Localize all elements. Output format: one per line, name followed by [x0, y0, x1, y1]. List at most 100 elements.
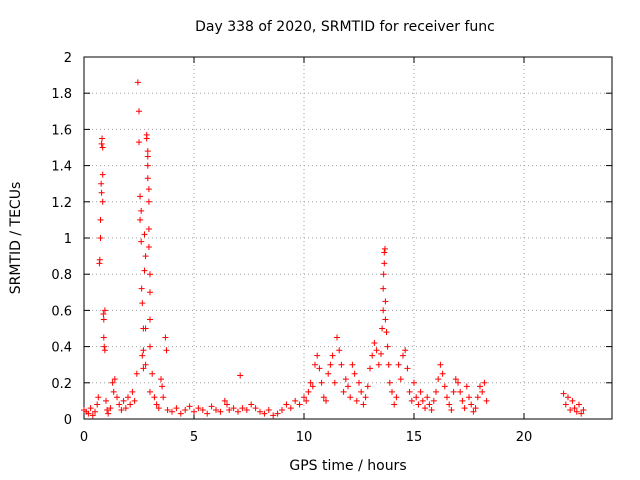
- data-point: [444, 394, 450, 401]
- data-point: [147, 289, 153, 296]
- data-point: [140, 365, 147, 372]
- data-point: [274, 410, 281, 417]
- data-point: [483, 397, 490, 404]
- x-tick-label: 15: [406, 430, 423, 445]
- data-point: [153, 401, 160, 408]
- data-point: [373, 347, 380, 354]
- data-point: [99, 144, 106, 151]
- data-point: [230, 405, 237, 412]
- axis-ticks: 0 5 10 15 20 0 0.2 0.4 0.6 0.8 1 1.2 1.4 1.6 1.8 2: [51, 51, 612, 445]
- y-tick-label: 2: [64, 51, 72, 66]
- data-point: [151, 394, 158, 401]
- data-point: [103, 397, 109, 404]
- data-point: [99, 171, 106, 178]
- data-point: [87, 405, 94, 412]
- data-point: [353, 397, 360, 404]
- data-point: [323, 397, 329, 404]
- data-point: [309, 383, 316, 390]
- data-point: [149, 370, 156, 377]
- data-point: [101, 307, 108, 314]
- data-point: [472, 405, 479, 412]
- data-point: [199, 406, 206, 413]
- data-point: [448, 406, 455, 413]
- data-point: [576, 401, 582, 408]
- data-point: [114, 394, 120, 401]
- y-tick-label: 0.8: [51, 268, 72, 283]
- data-point: [424, 394, 431, 401]
- data-point: [116, 401, 123, 408]
- y-axis-label: SRMTID / TECUs: [8, 182, 24, 295]
- data-point: [144, 153, 151, 160]
- data-point: [101, 343, 108, 350]
- data-point: [371, 339, 378, 346]
- data-point: [217, 408, 224, 415]
- data-point: [248, 401, 255, 408]
- data-point: [316, 365, 323, 372]
- data-point: [474, 394, 481, 401]
- data-point: [383, 329, 390, 336]
- y-tick-label: 1.4: [51, 160, 72, 175]
- data-point: [85, 410, 92, 417]
- data-point: [385, 361, 392, 368]
- data-point: [98, 180, 105, 187]
- x-axis-label: GPS time / hours: [289, 458, 406, 474]
- data-point: [441, 383, 448, 390]
- data-point: [195, 405, 202, 412]
- y-tick-label: 1.2: [51, 196, 72, 211]
- data-point: [239, 405, 246, 412]
- data-point: [435, 376, 442, 383]
- data-point: [141, 231, 148, 238]
- data-point: [173, 405, 180, 412]
- data-point: [137, 193, 144, 200]
- data-point: [159, 383, 166, 390]
- data-point: [257, 408, 263, 415]
- data-point: [358, 388, 365, 395]
- data-point: [382, 298, 389, 305]
- data-point: [426, 401, 433, 408]
- data-point: [342, 376, 349, 383]
- data-point: [578, 410, 585, 417]
- data-point: [139, 300, 146, 307]
- data-point: [433, 388, 439, 395]
- data-point: [235, 408, 241, 415]
- data-point: [97, 216, 104, 223]
- data-point: [455, 379, 461, 386]
- data-point: [142, 325, 149, 332]
- data-point: [191, 408, 197, 415]
- data-point: [162, 334, 169, 341]
- data-point: [439, 370, 446, 377]
- data-point: [395, 361, 402, 368]
- data-point: [129, 388, 136, 395]
- grid: [84, 57, 612, 419]
- data-point: [122, 405, 129, 412]
- data-point: [452, 376, 459, 383]
- data-point: [400, 352, 406, 359]
- data-point: [479, 388, 486, 395]
- data-point: [406, 388, 413, 395]
- data-point: [134, 79, 141, 86]
- y-tick-label: 0.2: [51, 377, 72, 392]
- data-point: [100, 316, 107, 323]
- data-point: [404, 365, 411, 372]
- y-tick-label: 1: [64, 232, 72, 247]
- data-point: [213, 406, 219, 413]
- data-point: [393, 394, 400, 401]
- y-tick-label: 0.6: [51, 304, 72, 319]
- data-point: [143, 135, 150, 142]
- chart-title: Day 338 of 2020, SRMTID for receiver fun…: [195, 19, 495, 35]
- data-point: [345, 383, 351, 390]
- y-tick-label: 0.4: [51, 341, 72, 356]
- data-point: [296, 401, 303, 408]
- data-point: [160, 394, 167, 401]
- data-point: [99, 198, 106, 205]
- data-point: [261, 410, 268, 417]
- data-point: [270, 412, 277, 419]
- data-point: [569, 397, 576, 404]
- data-point: [481, 379, 488, 386]
- data-point: [362, 394, 369, 401]
- data-point: [446, 401, 453, 408]
- data-point: [351, 370, 358, 377]
- data-point: [145, 186, 152, 193]
- data-point: [384, 343, 391, 350]
- data-point: [450, 388, 457, 395]
